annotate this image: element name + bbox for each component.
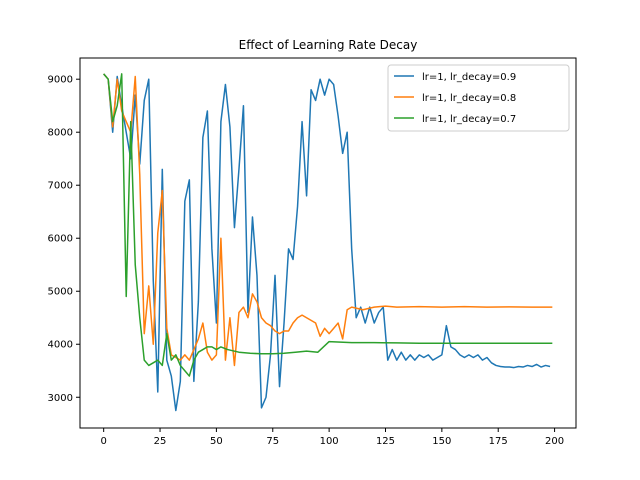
series-line-1	[103, 73, 551, 412]
y-tick-label: 8000	[48, 128, 73, 139]
y-tick-label: 4000	[48, 340, 73, 351]
legend-box	[387, 64, 570, 132]
y-tick-label: 7000	[48, 181, 73, 192]
x-tick-label: 75	[266, 436, 279, 447]
y-tick-label: 5000	[48, 287, 73, 298]
x-tick-label: 175	[489, 436, 508, 447]
legend-label: lr=1, lr_decay=0.9	[422, 72, 516, 83]
legend-label: lr=1, lr_decay=0.8	[422, 93, 516, 104]
x-tick-label: 150	[432, 436, 451, 447]
x-tick-label: 200	[545, 436, 564, 447]
y-tick-label: 3000	[48, 393, 73, 404]
series-line-2	[103, 73, 553, 367]
legend-label: lr=1, lr_decay=0.7	[422, 114, 516, 125]
x-tick-label: 50	[210, 436, 223, 447]
y-tick-label: 9000	[48, 75, 73, 86]
y-axis: 3000 4000 5000 6000 7000 8000 9000	[48, 75, 80, 404]
x-axis: 0 25 50 75 100 125 150 175 200	[100, 428, 564, 447]
x-tick-label: 125	[376, 436, 395, 447]
legend: lr=1, lr_decay=0.9 lr=1, lr_decay=0.8 lr=1…	[387, 64, 570, 132]
x-tick-label: 0	[100, 436, 106, 447]
y-tick-label: 6000	[48, 234, 73, 245]
plot-frame	[79, 57, 577, 429]
x-tick-label: 25	[154, 436, 167, 447]
series-line-3	[103, 73, 553, 377]
series-layer	[103, 73, 553, 412]
x-tick-label: 100	[320, 436, 339, 447]
chart-title: Effect of Learning Rate Decay	[239, 38, 418, 52]
